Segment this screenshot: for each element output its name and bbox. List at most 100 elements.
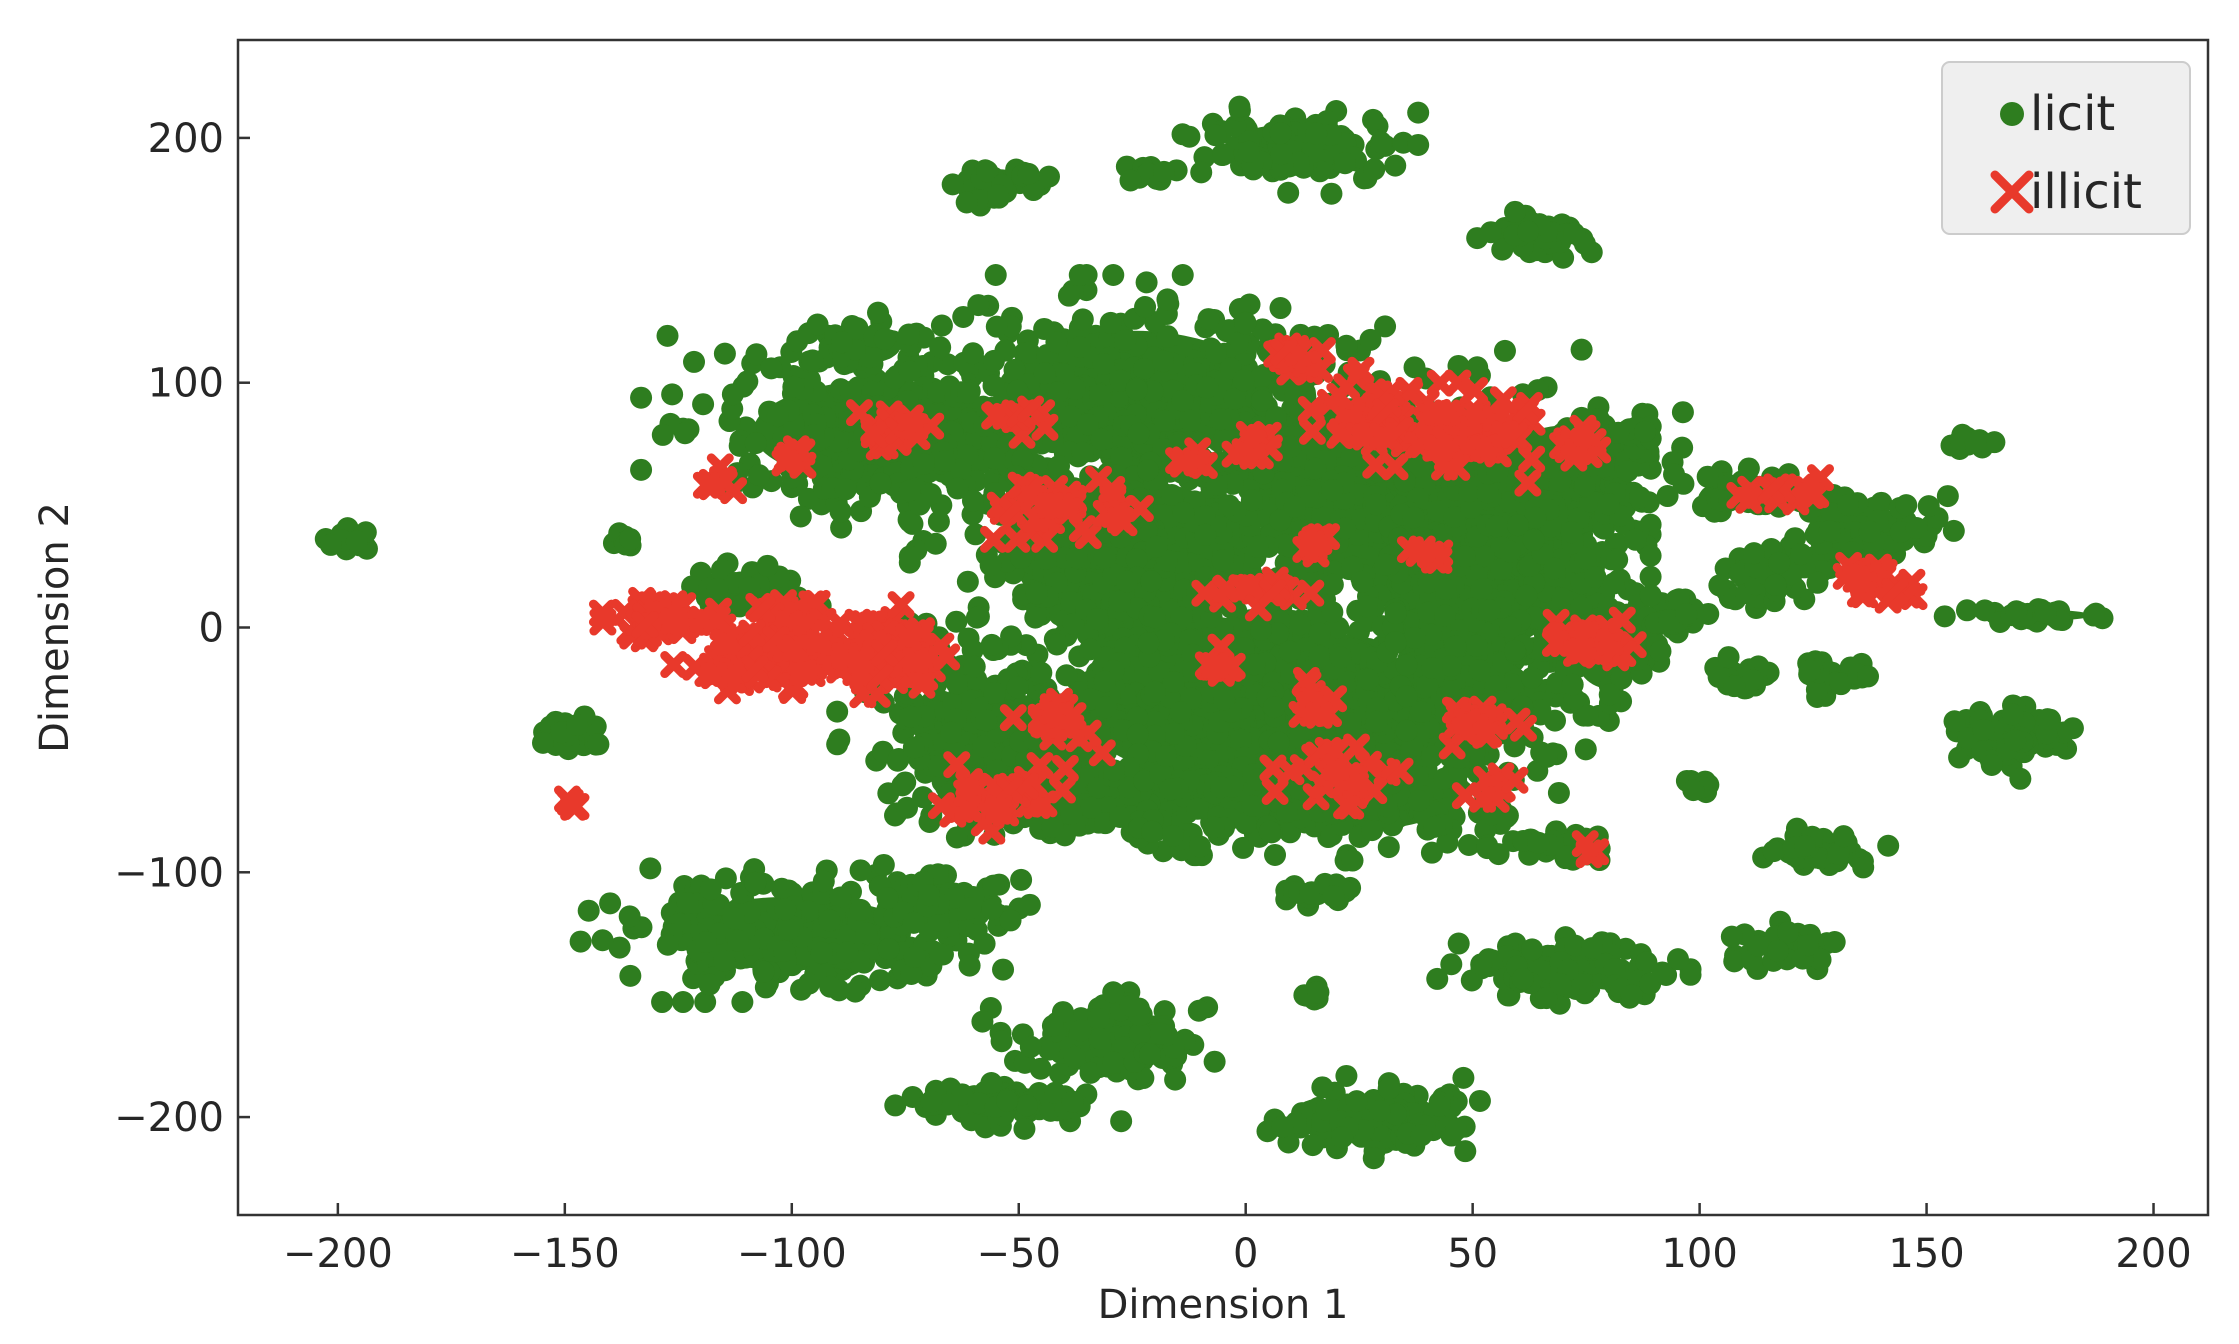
data-point-licit	[1395, 654, 1418, 677]
data-point-licit	[1620, 984, 1643, 1007]
data-point-licit	[1088, 1027, 1111, 1050]
data-point-licit	[1311, 1076, 1334, 1099]
data-point-licit	[1503, 639, 1526, 662]
data-point-licit	[1258, 820, 1281, 843]
data-point-licit	[1624, 528, 1647, 551]
data-point-licit	[1506, 514, 1529, 537]
data-point-licit	[826, 700, 849, 723]
data-point-licit	[1377, 836, 1400, 859]
data-point-licit	[1522, 528, 1545, 551]
data-point-licit	[1024, 606, 1047, 629]
data-point-licit	[1013, 1117, 1036, 1140]
data-point-licit	[1033, 317, 1056, 340]
data-point-licit	[1339, 712, 1362, 735]
data-point-licit	[345, 530, 368, 553]
data-point-licit	[1170, 606, 1193, 629]
data-point-licit	[1515, 584, 1538, 607]
data-point-licit	[1069, 1019, 1092, 1042]
plot-points	[314, 95, 2114, 1170]
data-point-licit	[884, 1094, 907, 1117]
data-point-licit	[1384, 631, 1407, 654]
data-point-licit	[934, 450, 957, 473]
data-point-licit	[1071, 441, 1094, 464]
data-point-licit	[1045, 633, 1068, 656]
data-point-licit	[1276, 801, 1299, 824]
data-point-licit	[1194, 523, 1217, 546]
data-point-licit	[1234, 812, 1257, 835]
data-point-licit	[941, 173, 964, 196]
data-point-licit	[1241, 794, 1264, 817]
data-point-licit	[971, 1010, 994, 1033]
data-point-licit	[676, 891, 699, 914]
data-point-licit	[1212, 143, 1235, 166]
data-point-licit	[1041, 1014, 1064, 1037]
data-point-licit	[1454, 545, 1477, 568]
data-point-licit	[873, 328, 896, 351]
data-point-licit	[1476, 481, 1499, 504]
data-point-licit	[1384, 602, 1407, 625]
data-point-licit	[1015, 1094, 1038, 1117]
data-point-licit	[957, 382, 980, 405]
data-point-licit	[1011, 448, 1034, 471]
data-point-licit	[1334, 517, 1357, 540]
data-point-licit	[1042, 431, 1064, 454]
data-point-licit	[773, 940, 796, 963]
data-point-licit	[1368, 1099, 1391, 1122]
data-point-licit	[898, 479, 921, 502]
data-point-licit	[1223, 387, 1246, 410]
data-point-licit	[722, 907, 745, 930]
data-point-licit	[1470, 953, 1493, 976]
data-point-licit	[1114, 329, 1137, 352]
data-point-licit	[1517, 220, 1540, 243]
data-point-licit	[1137, 632, 1160, 655]
data-point-licit	[591, 929, 614, 952]
data-point-licit	[1490, 557, 1513, 580]
data-point-licit	[1465, 634, 1488, 657]
data-point-licit	[1409, 700, 1432, 723]
data-point-licit	[1057, 284, 1080, 307]
data-point-licit	[566, 714, 589, 737]
data-point-licit	[1527, 831, 1550, 854]
data-point-licit	[1666, 948, 1689, 971]
data-point-licit	[1656, 485, 1679, 508]
data-point-licit	[587, 733, 610, 756]
data-point-licit	[1099, 311, 1122, 334]
data-point-licit	[639, 857, 662, 880]
series-licit	[314, 95, 2114, 1170]
data-point-licit	[980, 633, 1003, 656]
data-point-licit	[945, 610, 968, 633]
data-point-licit	[1062, 612, 1085, 635]
data-point-licit	[1521, 938, 1544, 961]
data-point-licit	[1060, 802, 1083, 825]
data-point-licit	[1018, 341, 1041, 364]
data-point-licit	[897, 323, 920, 346]
data-point-licit	[1163, 722, 1186, 745]
data-point-licit	[1384, 154, 1407, 177]
data-point-licit	[1079, 638, 1102, 661]
data-point-licit	[1443, 505, 1466, 528]
data-point-licit	[929, 943, 952, 966]
data-point-licit	[956, 570, 979, 593]
data-point-licit	[1345, 1090, 1368, 1113]
data-point-licit	[1511, 967, 1534, 990]
data-point-licit	[1232, 637, 1255, 660]
data-point-licit	[1426, 967, 1449, 990]
data-point-licit	[319, 533, 342, 556]
data-point-licit	[1574, 738, 1597, 761]
data-point-licit	[872, 853, 895, 876]
data-point-licit	[1524, 506, 1547, 529]
data-point-licit	[1213, 688, 1236, 711]
data-point-licit	[1250, 389, 1273, 412]
data-point-licit	[1365, 493, 1388, 516]
data-point-licit	[1095, 696, 1118, 719]
data-point-licit	[1445, 1118, 1468, 1141]
data-point-licit	[1452, 1066, 1475, 1089]
data-point-licit	[1365, 710, 1388, 733]
data-point-licit	[918, 884, 941, 907]
data-point-licit	[930, 314, 953, 337]
data-point-licit	[1132, 357, 1155, 380]
data-point-licit	[1089, 383, 1112, 406]
data-point-licit	[1359, 328, 1382, 351]
data-point-licit	[1204, 124, 1227, 147]
